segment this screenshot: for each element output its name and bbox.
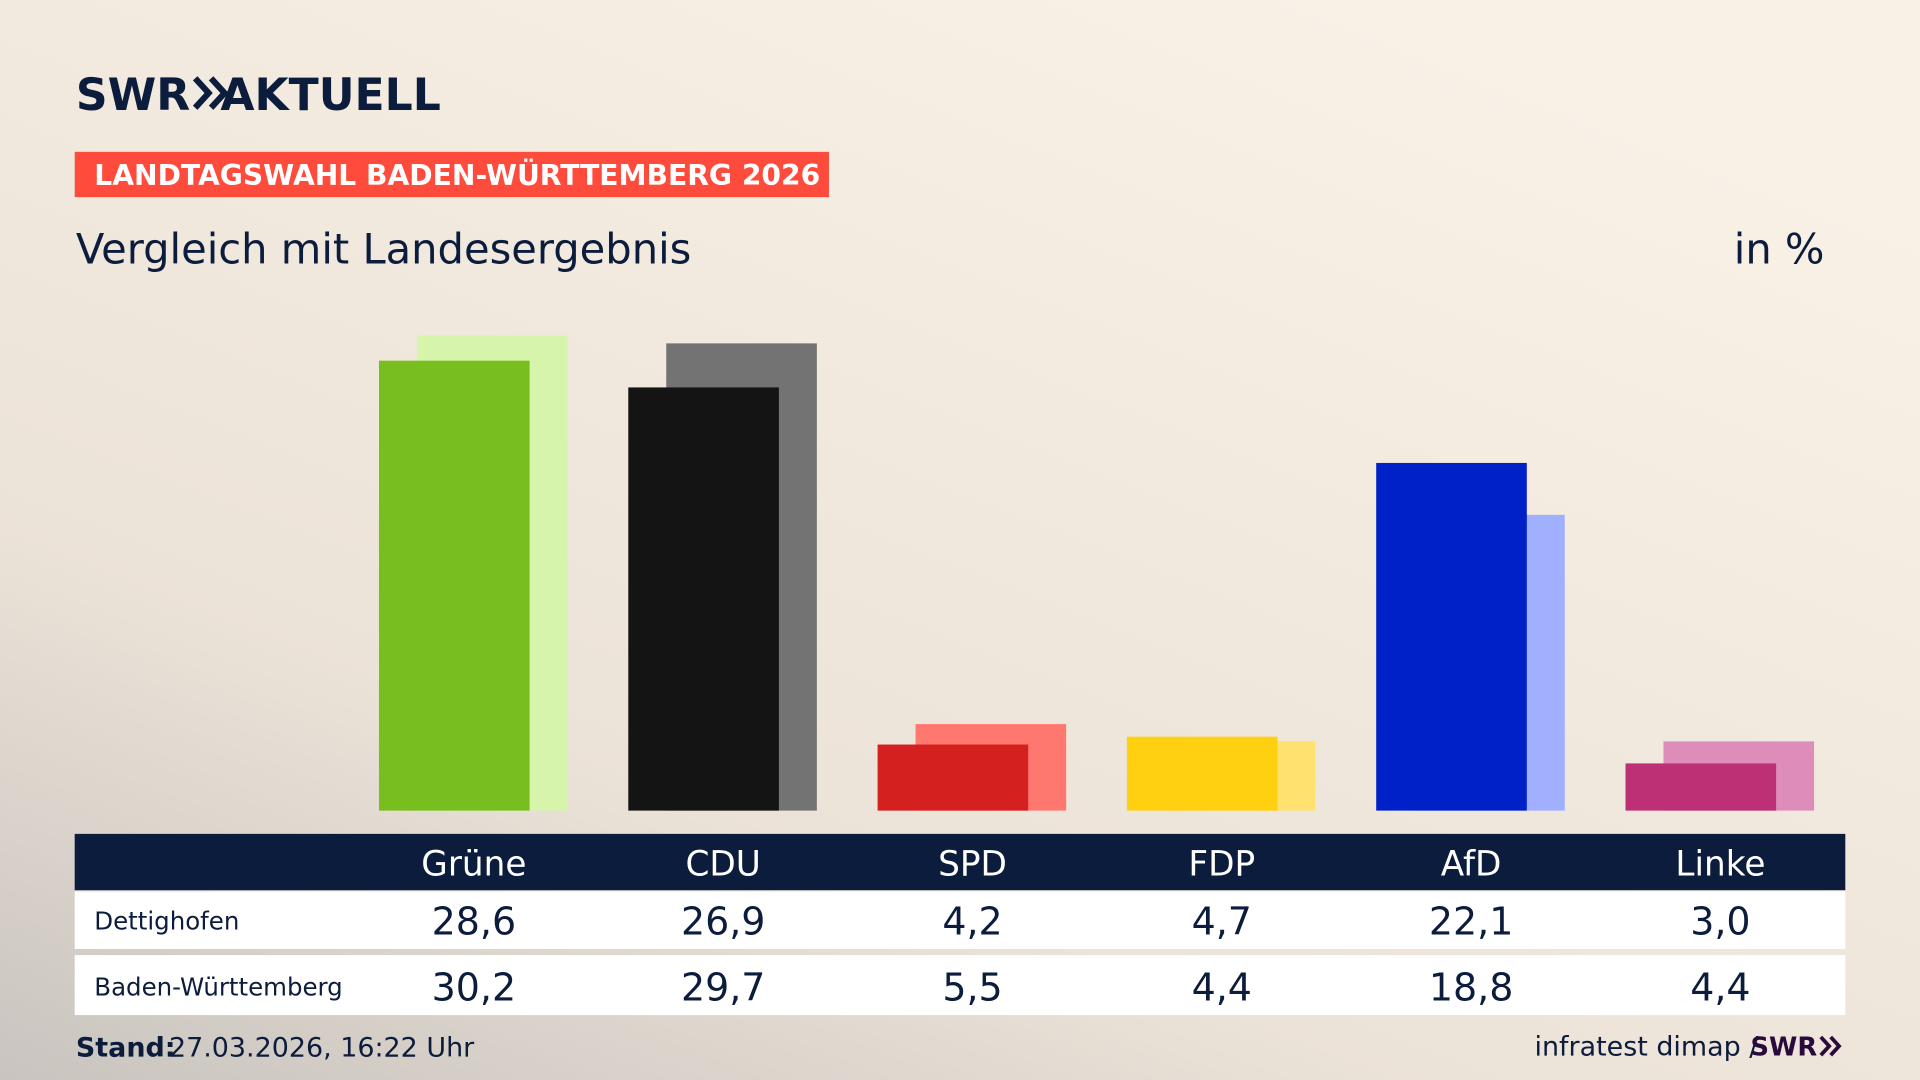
value-label: 3,0 [1690,899,1750,943]
value-label: 29,7 [681,965,765,1009]
value-label: 26,9 [681,899,765,943]
value-label: 4,7 [1192,899,1252,943]
table-row [74,891,1846,949]
row-label: Dettighofen [94,906,239,935]
brand-product: AKTUELL [220,70,440,121]
value-label: 28,6 [432,899,516,943]
column-header: CDU [685,845,760,885]
column-header: Linke [1675,845,1765,885]
row-label: Baden-Württemberg [94,973,342,1002]
column-header: SPD [938,845,1007,885]
table-header [74,833,1846,891]
bar [1625,763,1777,811]
column-header: Grüne [421,845,526,885]
title-banner [74,151,829,198]
table-row [74,955,1846,1016]
brand-logo: SWR [76,70,190,121]
value-label: 22,1 [1429,899,1513,943]
value-label: 4,4 [1192,965,1252,1009]
brand-chevrons [192,76,229,110]
bar [378,360,530,811]
value-label: 18,8 [1429,965,1513,1009]
source: infratest dimap / [1535,1032,1760,1063]
bar [628,387,779,811]
bar [877,744,1029,811]
value-label: 4,2 [942,899,1002,943]
value-label: 30,2 [432,965,516,1009]
chart-title: LANDTAGSWAHL BADEN-WÜRTTEMBERG 2026 [94,158,820,192]
column-header: AfD [1441,845,1502,885]
unit-label: in % [1734,224,1825,273]
value-label: 5,5 [942,965,1002,1009]
chart-subtitle: Vergleich mit Landesergebnis [76,224,691,273]
stand-date: 27.03.2026, 16:22 Uhr [169,1033,475,1064]
stand-label: Stand: [76,1033,176,1064]
column-header: FDP [1188,845,1255,885]
value-label: 4,4 [1690,965,1750,1009]
bar [1376,462,1527,811]
source-brand: SWR [1750,1033,1817,1063]
source-chevrons [1819,1035,1842,1057]
bar [1126,736,1278,811]
